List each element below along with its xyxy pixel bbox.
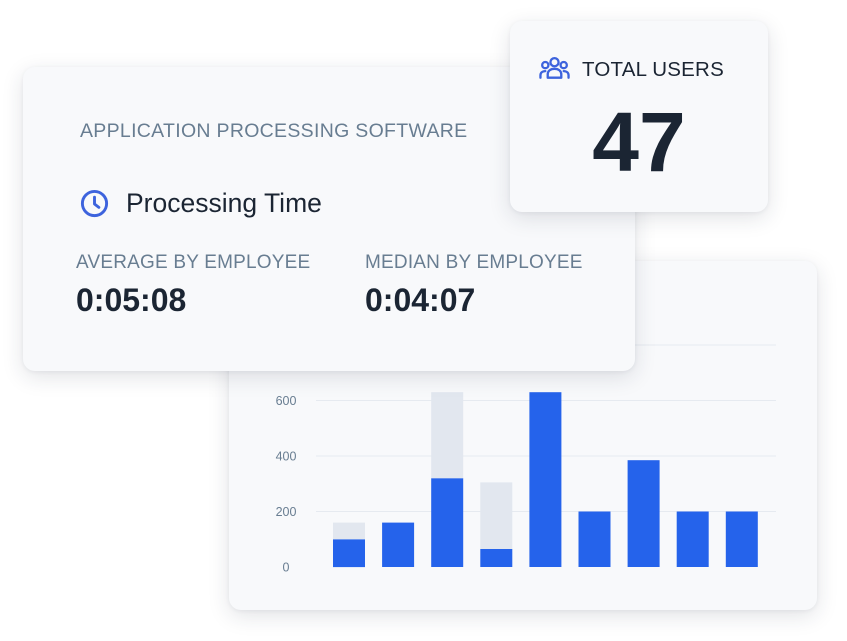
y-tick-label: 200 — [276, 505, 297, 519]
total-users-count: 47 — [592, 95, 686, 189]
bar-primary — [480, 549, 513, 567]
bar-primary — [529, 392, 562, 567]
bar-chart: 0 200 400 600 — [276, 344, 776, 575]
bar-secondary — [480, 482, 513, 549]
average-label: AVERAGE BY EMPLOYEE — [76, 252, 311, 273]
y-tick-label: 400 — [276, 450, 297, 464]
bar-secondary — [431, 392, 464, 479]
bar-secondary — [333, 522, 365, 540]
y-tick-label: 600 — [276, 394, 297, 408]
processing-time-title: Processing Time — [126, 188, 322, 218]
bar-primary — [725, 511, 758, 567]
y-tick-label: 0 — [283, 561, 290, 575]
total-users-card: TOTAL USERS 47 — [510, 21, 768, 212]
clock-icon — [80, 189, 109, 218]
total-users-label: TOTAL USERS — [582, 58, 724, 81]
bar-primary — [382, 522, 415, 567]
bar-primary — [676, 511, 709, 567]
app-title: APPLICATION PROCESSING SOFTWARE — [80, 120, 468, 142]
bar-primary — [578, 511, 611, 567]
average-value: 0:05:08 — [76, 282, 187, 318]
bar-primary — [627, 460, 660, 567]
bar-primary — [333, 539, 365, 568]
median-label: MEDIAN BY EMPLOYEE — [365, 252, 583, 273]
users-icon — [539, 56, 570, 79]
bar-primary — [431, 478, 464, 567]
median-value: 0:04:07 — [365, 282, 476, 318]
